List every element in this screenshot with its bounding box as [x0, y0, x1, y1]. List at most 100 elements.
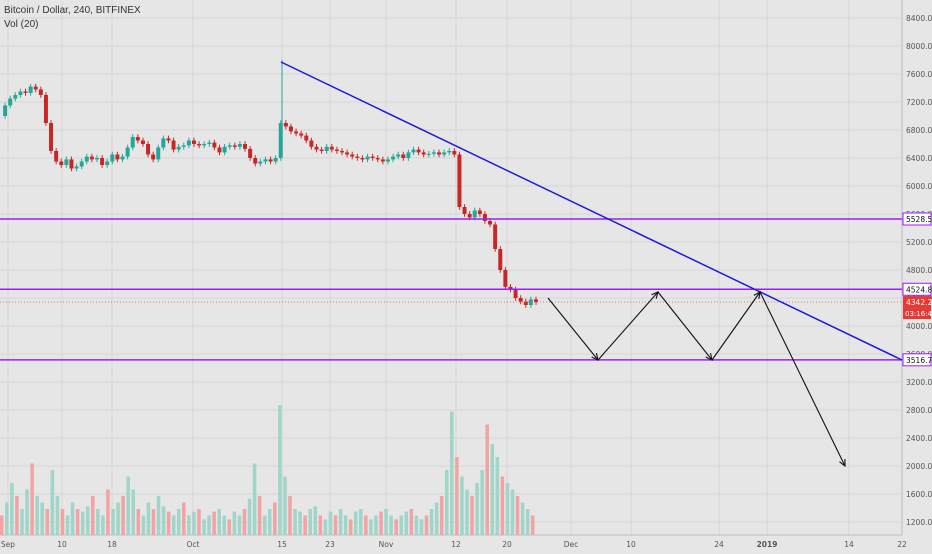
candle-body — [334, 149, 339, 151]
volume-bar — [141, 515, 146, 535]
volume-bar — [439, 496, 444, 535]
volume-bar — [278, 405, 282, 535]
volume-bar — [348, 519, 353, 535]
candle-body — [69, 159, 74, 169]
volume-bar — [323, 519, 328, 535]
volume-bar — [470, 496, 474, 535]
y-tick-label: 3200.0 — [906, 378, 932, 387]
arrow-head — [591, 353, 599, 361]
candle-body — [207, 142, 212, 144]
volume-bar — [257, 496, 262, 535]
volume-bar — [222, 515, 227, 535]
candle-body — [416, 149, 421, 153]
volume-bar — [85, 506, 90, 535]
projection-segment — [547, 297, 599, 361]
y-tick-label: 6800.0 — [906, 126, 932, 135]
volume-bar — [75, 509, 80, 535]
candle-body — [74, 166, 79, 169]
volume-bar — [0, 515, 4, 535]
candle-body — [472, 210, 477, 218]
volume-bar — [384, 509, 388, 535]
volume-bar — [232, 511, 237, 535]
volume-bar — [116, 502, 120, 535]
level-label-box — [902, 282, 932, 296]
x-tick-label: 20 — [502, 540, 512, 549]
candle-body — [176, 146, 181, 150]
candle-body — [263, 159, 268, 162]
volume-bar — [136, 509, 141, 535]
candle-body — [452, 151, 457, 155]
candle-body — [120, 156, 125, 160]
x-tick-label: Oct — [187, 540, 200, 549]
candle-body — [528, 299, 533, 305]
candle-body — [38, 89, 43, 95]
volume-bar — [268, 509, 272, 535]
volume-bar — [96, 509, 100, 535]
volume-bar — [25, 489, 29, 535]
candle-body — [105, 161, 110, 165]
volume-bar — [389, 515, 393, 535]
candle-body — [462, 207, 467, 214]
price-axis-panel — [902, 0, 932, 550]
candle-body — [370, 156, 375, 158]
volume-bar — [409, 509, 414, 535]
candle-body — [375, 158, 380, 160]
y-tick-label: 4000.0 — [906, 322, 932, 331]
candle-body — [258, 161, 263, 164]
projection-segment — [759, 291, 846, 467]
y-tick-label: 5200.0 — [906, 238, 932, 247]
volume-bar — [318, 515, 323, 535]
volume-bar — [156, 496, 161, 535]
volume-bar — [30, 463, 34, 535]
y-tick-label: 6400.0 — [906, 154, 932, 163]
volume-bar — [455, 457, 459, 535]
volume-bar — [525, 509, 530, 535]
volume-bar — [15, 496, 19, 535]
countdown-label: 03:16:40 — [905, 310, 932, 318]
volume-bar — [414, 515, 419, 535]
candle-body — [401, 154, 406, 158]
level-label-box — [902, 353, 932, 367]
candle-body — [503, 270, 508, 287]
volume-bar — [151, 509, 156, 535]
candle-body — [100, 158, 105, 165]
candle-body — [18, 91, 23, 95]
volume-bar — [495, 457, 500, 535]
candle-body — [488, 221, 493, 225]
candle-body — [156, 147, 161, 160]
candle-body — [288, 126, 293, 132]
volume-bar — [475, 483, 479, 535]
volume-bar — [252, 463, 257, 535]
volume-bar — [35, 496, 39, 535]
volume-bar — [45, 509, 50, 535]
volume-bar — [207, 515, 211, 535]
x-tick-label: Dec — [564, 540, 579, 549]
level-label-box — [902, 212, 932, 226]
candle-body — [191, 140, 196, 144]
volume-bar — [217, 509, 221, 535]
candle-body — [426, 153, 431, 155]
volume-bar — [510, 489, 515, 535]
countdown-box — [903, 308, 931, 320]
volume-bar — [273, 502, 277, 535]
x-tick-label: 24 — [714, 540, 724, 549]
volume-bar — [359, 509, 363, 535]
candle-body — [125, 147, 130, 157]
volume-bar — [166, 511, 171, 535]
candle-body — [406, 152, 411, 158]
y-tick-label: 8000.0 — [906, 42, 932, 51]
candle-body — [49, 123, 54, 151]
x-tick-label: Sep — [1, 540, 15, 549]
volume-bar — [303, 515, 307, 535]
volume-bar — [106, 489, 110, 535]
volume-bar — [10, 483, 14, 535]
candle-body — [171, 140, 176, 150]
candle-body — [151, 154, 156, 160]
volume-indicator-label: Vol (20) — [4, 19, 39, 30]
candle-body — [355, 156, 360, 158]
candle-body — [391, 156, 396, 160]
chart-title: Bitcoin / Dollar, 240, BITFINEX — [4, 5, 141, 16]
arrow-head — [839, 458, 846, 468]
candle-body — [467, 214, 472, 218]
